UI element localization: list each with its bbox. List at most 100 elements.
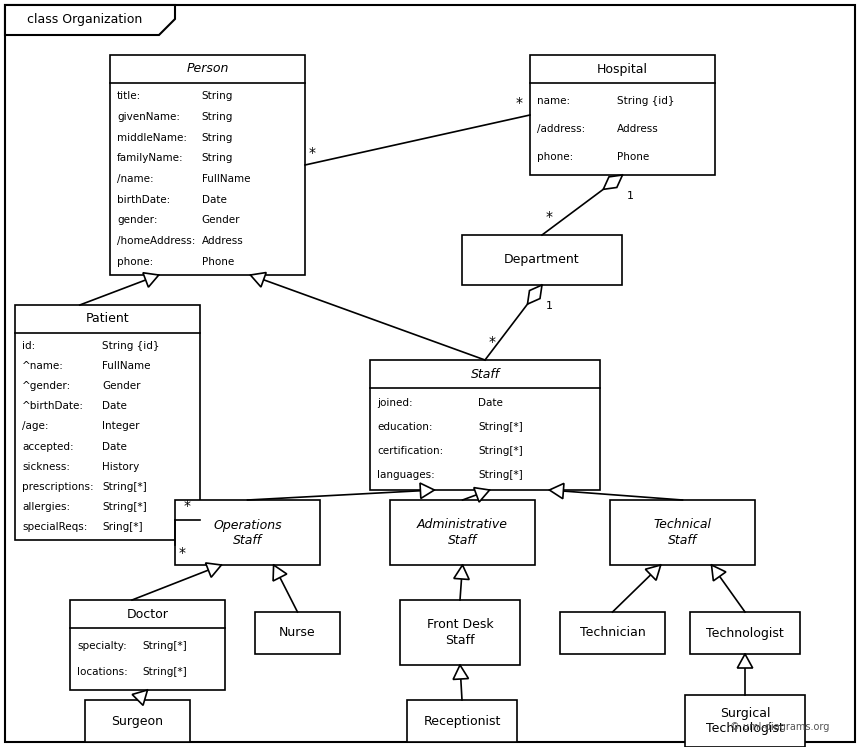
- Bar: [462, 235, 622, 285]
- Text: *: *: [516, 96, 523, 110]
- Text: Date: Date: [102, 401, 126, 412]
- Text: /name:: /name:: [117, 174, 154, 184]
- Text: Gender: Gender: [102, 381, 140, 391]
- Text: middleName:: middleName:: [117, 133, 187, 143]
- Text: /homeAddress:: /homeAddress:: [117, 236, 195, 246]
- Text: Address: Address: [201, 236, 243, 246]
- Text: Technologist: Technologist: [706, 627, 783, 639]
- Polygon shape: [420, 483, 434, 498]
- Text: Nurse: Nurse: [280, 627, 316, 639]
- Text: Operations
Staff: Operations Staff: [213, 518, 282, 547]
- Text: Patient: Patient: [86, 312, 129, 326]
- Bar: [70, 600, 225, 690]
- Bar: [690, 612, 800, 654]
- Text: 1: 1: [626, 191, 634, 201]
- Bar: [390, 500, 535, 565]
- Text: Doctor: Doctor: [126, 607, 169, 621]
- Text: Date: Date: [201, 195, 226, 205]
- Text: *: *: [184, 499, 191, 513]
- Text: familyName:: familyName:: [117, 153, 184, 164]
- Text: accepted:: accepted:: [22, 441, 74, 451]
- Text: sickness:: sickness:: [22, 462, 70, 471]
- Text: class Organization: class Organization: [28, 13, 143, 26]
- Text: specialReqs:: specialReqs:: [22, 522, 88, 532]
- Text: Phone: Phone: [617, 152, 649, 162]
- Text: String[*]: String[*]: [478, 422, 523, 433]
- Text: String[*]: String[*]: [478, 446, 523, 456]
- Polygon shape: [206, 563, 221, 577]
- Text: ^gender:: ^gender:: [22, 381, 71, 391]
- Polygon shape: [273, 565, 286, 581]
- Text: id:: id:: [22, 341, 35, 351]
- Text: *: *: [546, 210, 553, 224]
- Polygon shape: [453, 665, 469, 680]
- Bar: [370, 360, 600, 490]
- Bar: [110, 55, 305, 275]
- Bar: [560, 612, 665, 654]
- Polygon shape: [645, 565, 660, 580]
- Text: Surgical
Technologist: Surgical Technologist: [706, 707, 783, 735]
- Text: phone:: phone:: [117, 256, 153, 267]
- Text: Front Desk
Staff: Front Desk Staff: [427, 619, 494, 646]
- Text: String: String: [201, 153, 233, 164]
- Polygon shape: [711, 565, 726, 581]
- Polygon shape: [737, 654, 752, 668]
- Text: String[*]: String[*]: [102, 502, 147, 512]
- Text: Phone: Phone: [201, 256, 234, 267]
- Text: Gender: Gender: [201, 215, 240, 226]
- Text: Department: Department: [504, 253, 580, 267]
- Text: ^name:: ^name:: [22, 361, 64, 371]
- Text: Integer: Integer: [102, 421, 139, 432]
- Text: String[*]: String[*]: [143, 668, 187, 678]
- Text: Date: Date: [102, 441, 126, 451]
- Text: Person: Person: [187, 63, 229, 75]
- Text: prescriptions:: prescriptions:: [22, 482, 94, 492]
- Bar: [15, 305, 200, 540]
- Polygon shape: [527, 285, 542, 304]
- Polygon shape: [143, 273, 159, 287]
- Text: Technician: Technician: [580, 627, 645, 639]
- Text: Staff: Staff: [470, 368, 500, 380]
- Bar: [400, 600, 520, 665]
- Text: String: String: [201, 112, 233, 122]
- Bar: [255, 612, 340, 654]
- Text: © uml-diagrams.org: © uml-diagrams.org: [730, 722, 829, 732]
- Text: String {id}: String {id}: [617, 96, 674, 106]
- Text: FullName: FullName: [102, 361, 150, 371]
- Bar: [85, 700, 190, 742]
- Text: Technical
Staff: Technical Staff: [654, 518, 711, 547]
- Text: Address: Address: [617, 124, 659, 134]
- Text: 1: 1: [546, 301, 553, 311]
- Text: String: String: [201, 91, 233, 102]
- Text: String[*]: String[*]: [143, 640, 187, 651]
- Text: givenName:: givenName:: [117, 112, 180, 122]
- Text: Surgeon: Surgeon: [112, 714, 163, 728]
- Text: *: *: [489, 335, 496, 349]
- Text: /address:: /address:: [537, 124, 586, 134]
- Text: String[*]: String[*]: [102, 482, 147, 492]
- Polygon shape: [250, 273, 267, 287]
- Text: joined:: joined:: [377, 398, 413, 409]
- Text: String: String: [201, 133, 233, 143]
- Text: specialty:: specialty:: [77, 640, 126, 651]
- Text: String[*]: String[*]: [478, 470, 523, 480]
- Text: /age:: /age:: [22, 421, 48, 432]
- Text: allergies:: allergies:: [22, 502, 71, 512]
- Text: name:: name:: [537, 96, 570, 106]
- Text: Date: Date: [478, 398, 503, 409]
- Text: title:: title:: [117, 91, 141, 102]
- Text: *: *: [179, 546, 186, 560]
- Text: Hospital: Hospital: [597, 63, 648, 75]
- Text: *: *: [309, 146, 316, 160]
- Polygon shape: [550, 483, 564, 499]
- Text: Receptionist: Receptionist: [423, 714, 501, 728]
- Bar: [175, 500, 320, 565]
- Text: certification:: certification:: [377, 446, 443, 456]
- Text: Administrative
Staff: Administrative Staff: [417, 518, 508, 547]
- Bar: [530, 55, 715, 175]
- Polygon shape: [603, 175, 623, 189]
- Polygon shape: [474, 488, 489, 502]
- Text: education:: education:: [377, 422, 433, 433]
- Text: FullName: FullName: [201, 174, 250, 184]
- Text: locations:: locations:: [77, 668, 128, 678]
